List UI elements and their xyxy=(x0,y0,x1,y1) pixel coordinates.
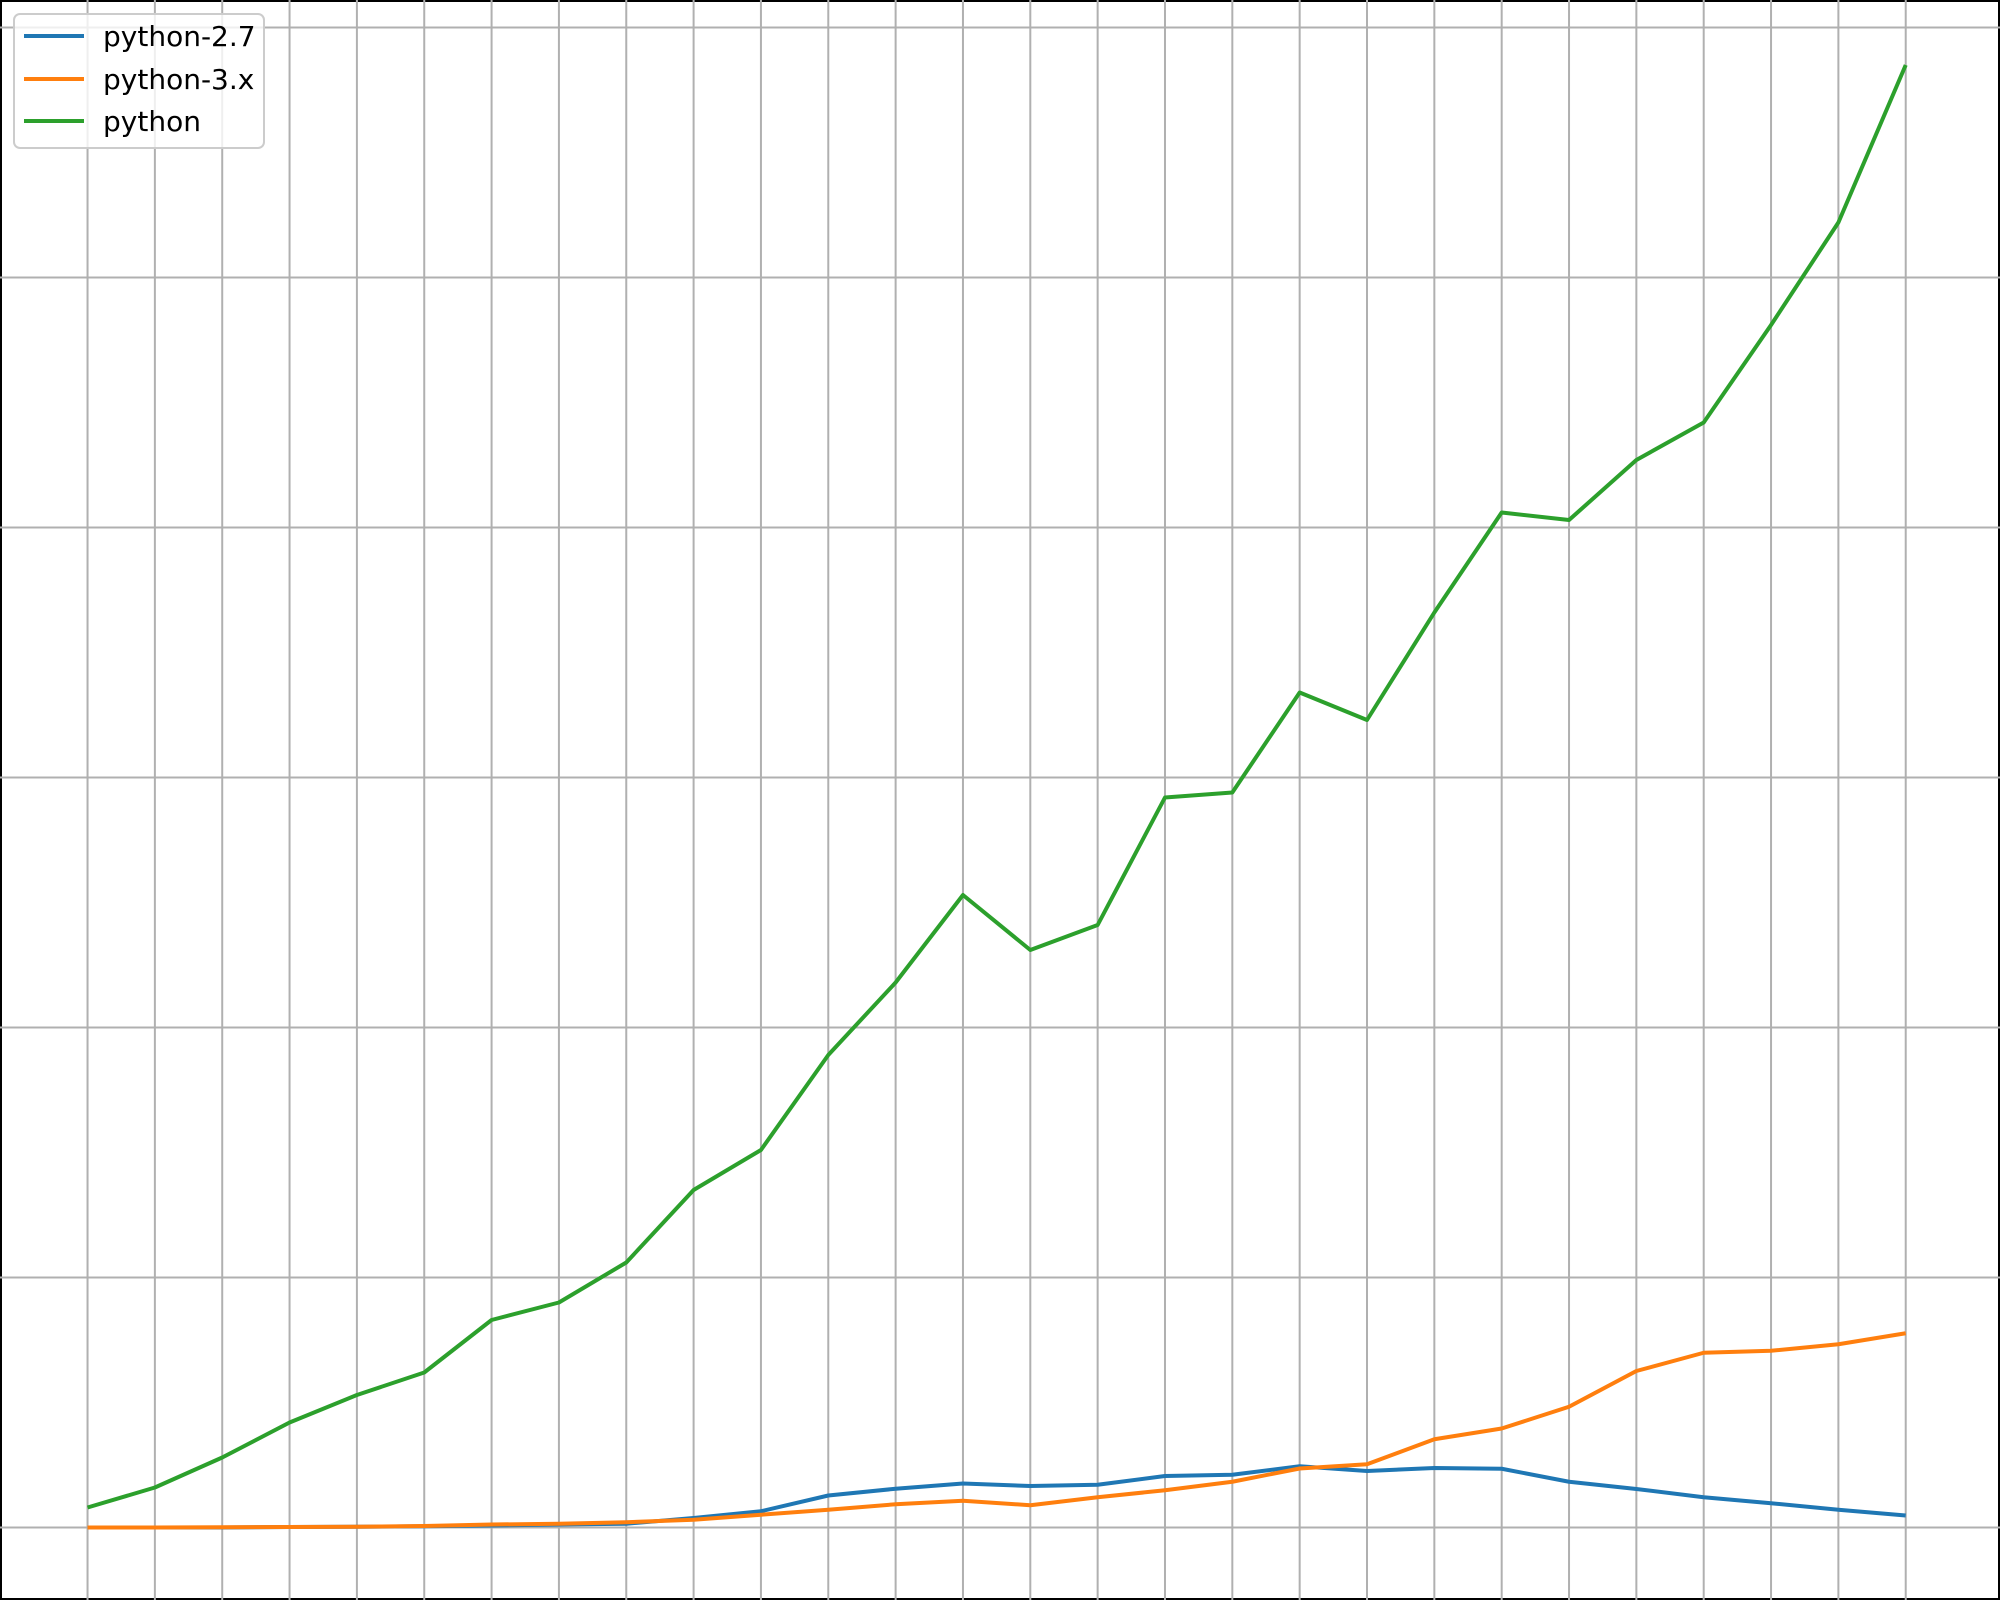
legend: python-2.7 python-3.x python xyxy=(13,13,265,149)
legend-label-python-2-7: python-2.7 xyxy=(103,20,256,53)
series-lines xyxy=(86,64,1908,1530)
series-line-python-3-x xyxy=(87,1331,1907,1530)
legend-label-python: python xyxy=(103,105,201,138)
series-line-python xyxy=(86,64,1908,1510)
legend-box xyxy=(13,13,265,149)
legend-label-python-3-x: python-3.x xyxy=(103,63,254,96)
